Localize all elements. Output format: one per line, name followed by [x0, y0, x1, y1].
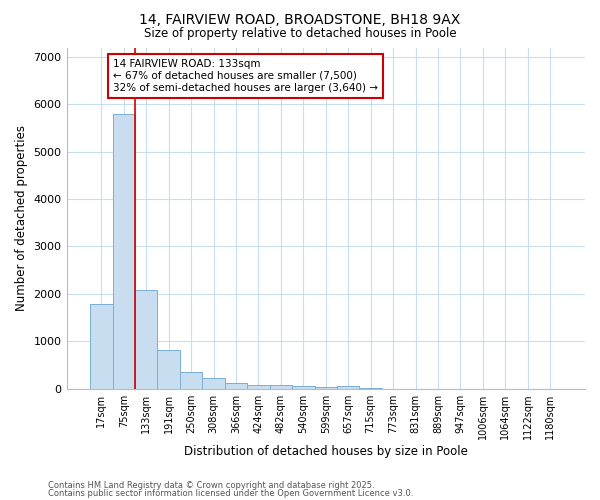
Bar — [314, 387, 337, 388]
Text: 14, FAIRVIEW ROAD, BROADSTONE, BH18 9AX: 14, FAIRVIEW ROAD, BROADSTONE, BH18 9AX — [139, 12, 461, 26]
Y-axis label: Number of detached properties: Number of detached properties — [15, 125, 28, 311]
Bar — [202, 378, 225, 388]
Bar — [269, 386, 292, 388]
Bar — [180, 372, 202, 388]
Bar — [247, 385, 269, 388]
Text: Size of property relative to detached houses in Poole: Size of property relative to detached ho… — [143, 28, 457, 40]
Bar — [113, 114, 135, 388]
Text: 14 FAIRVIEW ROAD: 133sqm
← 67% of detached houses are smaller (7,500)
32% of sem: 14 FAIRVIEW ROAD: 133sqm ← 67% of detach… — [113, 60, 378, 92]
Bar — [135, 290, 157, 388]
Text: Contains public sector information licensed under the Open Government Licence v3: Contains public sector information licen… — [48, 489, 413, 498]
Bar — [90, 304, 113, 388]
Bar — [225, 384, 247, 388]
Bar — [157, 350, 180, 389]
X-axis label: Distribution of detached houses by size in Poole: Distribution of detached houses by size … — [184, 444, 468, 458]
Bar — [292, 386, 314, 388]
Text: Contains HM Land Registry data © Crown copyright and database right 2025.: Contains HM Land Registry data © Crown c… — [48, 480, 374, 490]
Bar — [337, 386, 359, 388]
